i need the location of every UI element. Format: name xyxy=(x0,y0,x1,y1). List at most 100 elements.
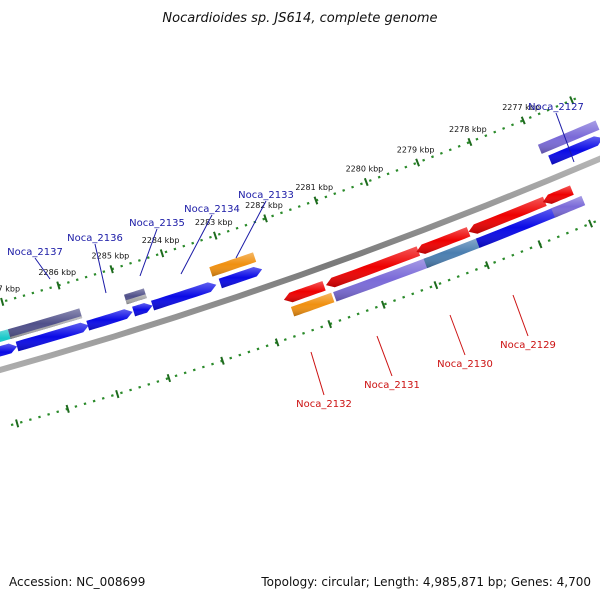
track-dot xyxy=(402,295,406,299)
leader-line xyxy=(449,314,466,356)
gene-shading xyxy=(86,309,133,331)
track-dot xyxy=(484,264,488,268)
gene-shading xyxy=(132,303,153,317)
major-tick xyxy=(485,261,490,270)
gene-shading xyxy=(537,120,600,154)
track-dot xyxy=(200,238,203,242)
track-dot xyxy=(411,292,415,296)
track-dot xyxy=(311,328,315,332)
gene-reverse-inner xyxy=(283,281,326,303)
track-dot xyxy=(429,285,433,289)
track-dot xyxy=(546,108,550,112)
major-tick xyxy=(327,319,332,329)
track-dot xyxy=(324,195,328,199)
track-dot xyxy=(413,162,417,166)
major-tick xyxy=(15,419,20,428)
track-dot xyxy=(565,231,569,235)
map-title: Nocardioides sp. JS614, complete genome xyxy=(162,11,437,26)
gene-shading xyxy=(416,227,471,254)
track-dot xyxy=(137,259,141,262)
gene-shading xyxy=(468,196,547,234)
gene-shading xyxy=(209,252,257,277)
major-tick xyxy=(166,373,172,383)
forward-major-ticks xyxy=(0,96,575,306)
major-tick xyxy=(213,231,218,240)
track-dot xyxy=(438,282,442,285)
major-tick xyxy=(0,297,5,306)
gene-forward-inner xyxy=(0,343,18,357)
track-dot xyxy=(92,399,96,403)
track-dot xyxy=(102,270,106,274)
track-dot xyxy=(129,261,132,265)
major-tick xyxy=(115,389,120,399)
track-dot xyxy=(31,291,35,295)
track-dot xyxy=(333,192,337,196)
track-dot xyxy=(393,299,397,303)
track-dot xyxy=(28,418,32,421)
gene-forward-outer xyxy=(209,252,257,277)
track-dot xyxy=(211,362,214,366)
gene-shading xyxy=(151,282,217,311)
gene-reverse-inner xyxy=(416,227,471,254)
topology-summary: Topology: circular; Length: 4,985,871 bp… xyxy=(260,575,591,589)
major-tick xyxy=(588,219,593,228)
leader-line xyxy=(555,112,575,163)
track-dot xyxy=(182,244,186,248)
gene-shading xyxy=(10,316,83,339)
track-dot xyxy=(574,227,579,231)
track-dot xyxy=(201,365,205,369)
track-dot xyxy=(368,179,372,182)
track-dot xyxy=(288,208,292,212)
gene-shading xyxy=(218,267,263,289)
track-dot xyxy=(191,241,195,245)
track-dot xyxy=(547,239,551,243)
gene-forward-inner xyxy=(151,282,217,311)
leader-line xyxy=(376,335,393,377)
track-dot xyxy=(573,97,577,101)
track-dot xyxy=(83,402,87,406)
track-dot xyxy=(129,388,132,392)
major-tick xyxy=(520,116,526,125)
track-dot xyxy=(93,272,97,276)
track-dot xyxy=(49,286,53,290)
major-tick xyxy=(467,137,473,147)
track-dot xyxy=(56,410,60,414)
track-dot xyxy=(474,268,478,271)
track-dot xyxy=(10,423,14,427)
track-dot xyxy=(338,319,342,322)
track-dot xyxy=(174,374,178,378)
scale-tick-label: 2279 kbp xyxy=(397,145,435,154)
gene-forward-inner xyxy=(86,309,133,331)
gene-shading xyxy=(326,246,421,288)
track-dot xyxy=(466,141,470,145)
track-dot xyxy=(386,172,390,176)
track-dot xyxy=(320,325,324,329)
track-dot xyxy=(502,126,506,130)
track-dot xyxy=(302,331,305,335)
gene-reverse-outer xyxy=(333,257,432,302)
track-dot xyxy=(120,264,124,268)
track-dot xyxy=(347,315,351,319)
leader-line xyxy=(512,294,529,337)
track-dot xyxy=(208,235,212,239)
gene-label: Noca_2136 xyxy=(67,233,123,244)
track-dot xyxy=(484,134,488,138)
gene-label: Noca_2134 xyxy=(184,204,240,215)
track-dot xyxy=(306,201,310,205)
gene-reverse-outer xyxy=(475,207,559,248)
track-dot xyxy=(262,217,266,221)
gene-label: Noca_2137 xyxy=(7,247,63,258)
reverse-major-ticks xyxy=(15,219,593,428)
track-dot xyxy=(229,356,233,360)
gene-forward-inner xyxy=(218,267,263,289)
track-dot xyxy=(351,185,355,189)
track-dot xyxy=(101,396,105,400)
gene-shading xyxy=(283,281,326,303)
gene-label: Noca_2132 xyxy=(296,399,352,410)
gene-forward-outer xyxy=(10,316,83,339)
map-body: 2287 kbp 2286 kbp 2285 kbp 2284 kbp 2283 kbp… xyxy=(0,96,600,428)
gene-label: Noca_2129 xyxy=(500,340,556,351)
track-dot xyxy=(519,119,523,123)
track-dot xyxy=(47,413,51,416)
